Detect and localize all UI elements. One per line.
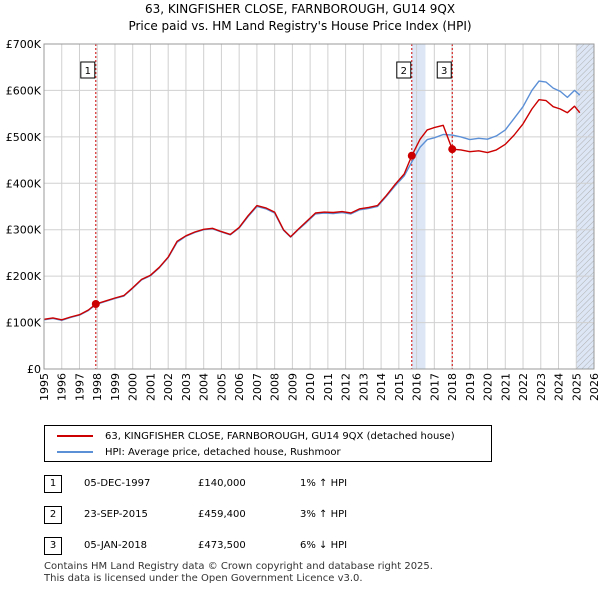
sale-point (407, 151, 416, 160)
transaction-number: 3 (44, 537, 62, 555)
x-tick-label: 1998 (91, 373, 104, 401)
x-tick-label: 2014 (375, 373, 388, 401)
plot-frame (43, 43, 595, 370)
y-tick-label: £0 (27, 363, 41, 376)
x-tick-label: 2019 (464, 373, 477, 401)
x-tick-label: 2017 (428, 373, 441, 401)
chart-title: 63, KINGFISHER CLOSE, FARNBOROUGH, GU14 … (144, 2, 456, 16)
x-tick-label: 2023 (535, 373, 548, 401)
sale-label: 3 (441, 66, 447, 77)
transaction-number: 2 (44, 506, 62, 524)
price-paid-line (43, 99, 581, 321)
legend-item-price: 63, KINGFISHER CLOSE, FARNBOROUGH, GU14 … (57, 429, 455, 443)
x-tick-label: 2020 (482, 373, 495, 401)
legend-swatch-price (57, 435, 93, 437)
transaction-hpi: 1% ↑ HPI (300, 478, 348, 489)
x-tick-label: 2026 (588, 373, 600, 401)
legend-swatch-hpi (57, 451, 93, 453)
chart-legend: 63, KINGFISHER CLOSE, FARNBOROUGH, GU14 … (44, 425, 492, 462)
x-tick-label: 1999 (109, 373, 122, 401)
x-tick-label: 2021 (499, 373, 512, 401)
sale-label-box (80, 61, 96, 79)
y-tick-label: £200K (6, 270, 42, 283)
x-tick-label: 2009 (286, 373, 299, 401)
transaction-price: £459,400 (198, 509, 246, 520)
legend-item-hpi: HPI: Average price, detached house, Rush… (57, 445, 341, 459)
x-tick-label: 2012 (340, 373, 353, 401)
transaction-price: £140,000 (198, 478, 246, 489)
x-tick-label: 2016 (411, 373, 424, 401)
transaction-price: £473,500 (198, 540, 246, 551)
x-tick-label: 2025 (570, 373, 583, 401)
transaction-number: 1 (44, 475, 62, 493)
x-tick-label: 2015 (393, 373, 406, 401)
legend-label-price: 63, KINGFISHER CLOSE, FARNBOROUGH, GU14 … (105, 430, 455, 442)
y-tick-label: £500K (6, 131, 42, 144)
transaction-hpi: 6% ↓ HPI (300, 540, 348, 551)
legend-label-hpi: HPI: Average price, detached house, Rush… (105, 446, 341, 458)
footer-licence: This data is licensed under the Open Gov… (44, 573, 363, 584)
x-tick-label: 2022 (517, 373, 530, 401)
sale-label: 1 (85, 66, 91, 77)
x-tick-label: 2001 (144, 373, 157, 401)
x-tick-label: 1997 (73, 373, 86, 401)
x-tick-label: 2010 (304, 373, 317, 401)
transaction-date: 05-JAN-2018 (84, 540, 148, 551)
sale-label: 2 (401, 66, 407, 77)
y-tick-label: £700K (6, 38, 42, 51)
transaction-hpi: 3% ↑ HPI (300, 509, 348, 520)
sale-label-box (436, 61, 452, 79)
x-tick-label: 2018 (446, 373, 459, 401)
x-tick-label: 2004 (198, 373, 211, 401)
x-tick-label: 2024 (553, 373, 566, 401)
transaction-date: 23-SEP-2015 (84, 509, 148, 520)
y-tick-label: £600K (6, 84, 42, 97)
x-tick-label: 2002 (162, 373, 175, 401)
sale-point (448, 145, 457, 154)
x-tick-label: 2003 (180, 373, 193, 401)
x-tick-label: 1995 (38, 373, 51, 401)
x-tick-label: 1996 (56, 373, 69, 401)
transaction-date: 05-DEC-1997 (84, 478, 151, 489)
y-tick-label: £100K (6, 317, 42, 330)
x-tick-label: 2011 (322, 373, 335, 401)
y-tick-label: £300K (6, 224, 42, 237)
x-tick-label: 2005 (215, 373, 228, 401)
chart-subtitle: Price paid vs. HM Land Registry's House … (128, 19, 472, 33)
y-tick-label: £400K (6, 177, 42, 190)
x-tick-label: 2006 (233, 373, 246, 401)
x-tick-label: 2008 (269, 373, 282, 401)
shaded-range (411, 44, 426, 369)
price-chart: 1 2 3 £0 £100K £200K £300K £400K £500K £600K £700… (6, 38, 600, 401)
sale-label-box (396, 61, 412, 79)
plot-area (44, 44, 594, 369)
x-tick-label: 2013 (357, 373, 370, 401)
sale-point (91, 300, 100, 308)
x-tick-label: 2007 (251, 373, 264, 401)
footer-copyright: Contains HM Land Registry data © Crown c… (44, 561, 433, 572)
projection-hatch (576, 44, 594, 369)
x-tick-label: 2000 (127, 373, 140, 401)
